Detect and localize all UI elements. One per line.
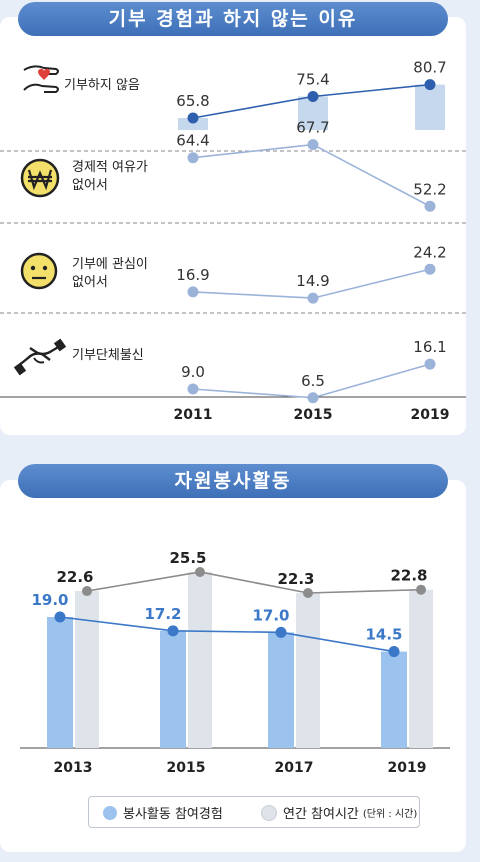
reasons-point <box>307 91 319 103</box>
hours-bar-2017 <box>296 593 320 748</box>
reasons-point <box>187 383 199 395</box>
reasons-point <box>424 79 436 91</box>
hours-value-label: 22.6 <box>56 568 93 586</box>
reasons-point <box>307 292 319 304</box>
reasons-value-label: 65.8 <box>176 92 209 110</box>
participation-point <box>167 625 179 637</box>
giving-reasons-panel <box>0 17 466 435</box>
hours-point <box>82 586 92 597</box>
reasons-point <box>187 286 199 298</box>
volunteer-year-label: 2019 <box>388 760 427 776</box>
participation-bar-2017 <box>268 632 294 748</box>
reasons-value-label: 9.0 <box>181 363 205 381</box>
reasons-bar-2019 <box>415 84 445 130</box>
handshake-icon-left-cuff <box>13 362 27 376</box>
reasons-value-label: 14.9 <box>296 272 329 290</box>
hours-value-label: 25.5 <box>169 549 206 567</box>
reasons-year-label: 2011 <box>174 407 213 423</box>
reasons-point <box>307 392 319 404</box>
hours-value-label: 22.3 <box>277 570 314 588</box>
handshake-icon-left-arm <box>17 352 51 367</box>
reasons-row-label: 없어서 <box>72 275 108 290</box>
won-coin-icon-symbol <box>27 169 53 191</box>
reasons-point <box>424 358 436 370</box>
legend-swatch-hours <box>261 804 277 821</box>
reasons-bar-2011 <box>178 118 208 130</box>
reasons-point <box>307 139 319 151</box>
reasons-point <box>187 152 199 164</box>
reasons-row-label: 기부에 관심이 <box>72 257 148 272</box>
participation-bar-2013 <box>47 617 73 748</box>
legend-label-participation: 봉사활동 참여경험 <box>123 807 223 822</box>
participation-line <box>59 616 395 653</box>
participation-value-label: 14.5 <box>365 626 402 644</box>
reasons-row-label: 기부단체불신 <box>72 348 144 363</box>
neutral-face-icon-left-eye <box>30 265 36 271</box>
participation-bar-2015 <box>160 630 186 748</box>
reasons-value-label: 24.2 <box>413 243 446 261</box>
handshake-icon-right-arm <box>29 344 61 356</box>
hours-bar-2013 <box>75 591 99 748</box>
participation-point <box>275 626 287 638</box>
reasons-point <box>187 112 199 124</box>
reasons-value-label: 16.9 <box>176 266 209 284</box>
participation-bar-2019 <box>381 651 407 748</box>
volunteer-year-label: 2017 <box>275 760 314 776</box>
reasons-value-label: 16.1 <box>413 338 446 356</box>
participation-value-label: 17.2 <box>144 605 181 623</box>
hours-line <box>86 571 422 594</box>
hours-value-label: 22.8 <box>390 567 427 585</box>
legend-swatch-participation <box>103 805 117 820</box>
won-coin-icon <box>20 158 60 198</box>
neutral-face-icon <box>20 252 58 290</box>
reasons-point <box>424 263 436 275</box>
participation-value-label: 19.0 <box>31 591 68 609</box>
reasons-row-label: 기부하지 않음 <box>64 78 140 93</box>
reasons-value-label: 64.4 <box>176 132 209 150</box>
neutral-face-icon-right-eye <box>42 265 48 271</box>
reasons-value-label: 52.2 <box>413 180 446 198</box>
volunteer-legend: 봉사활동 참여경험 연간 참여시간 (단위 : 시간) <box>88 796 420 828</box>
reasons-row-label: 없어서 <box>72 178 108 193</box>
giving-reasons-title: 기부 경험과 하지 않는 이유 <box>18 2 448 36</box>
reasons-bar-2015 <box>298 96 328 130</box>
reasons-row-label: 경제적 여유가 <box>72 160 148 175</box>
hand-heart-icon-lower-hand <box>23 83 59 93</box>
hours-bar-2019 <box>409 589 433 748</box>
volunteer-year-label: 2013 <box>54 760 93 776</box>
reasons-point <box>424 200 436 212</box>
handshake-icon-fingers <box>33 357 45 364</box>
volunteer-year-label: 2015 <box>167 760 206 776</box>
participation-point <box>54 611 66 623</box>
participation-point <box>388 646 400 658</box>
reasons-value-label: 67.7 <box>296 119 329 137</box>
reasons-line-row-1 <box>192 143 431 207</box>
reasons-year-label: 2019 <box>411 407 450 423</box>
legend-unit-note: (단위 : 시간) <box>362 809 418 820</box>
volunteer-title: 자원봉사활동 <box>18 464 448 498</box>
hours-point <box>195 567 205 577</box>
legend-label-hours: 연간 참여시간 <box>283 807 359 822</box>
reasons-value-label: 80.7 <box>413 59 446 77</box>
reasons-year-label: 2015 <box>294 407 333 423</box>
reasons-value-label: 6.5 <box>301 372 325 390</box>
hand-heart-icon-heart <box>38 68 50 80</box>
hand-heart-icon <box>23 65 59 93</box>
handshake-icon-right-cuff <box>53 338 67 352</box>
participation-value-label: 17.0 <box>252 606 289 624</box>
hours-point <box>303 588 313 598</box>
hand-heart-icon-upper-hand <box>23 65 59 75</box>
reasons-value-label: 75.4 <box>296 71 329 89</box>
hours-point <box>416 584 426 595</box>
handshake-icon <box>13 338 67 376</box>
neutral-face-icon-head <box>20 252 58 290</box>
hours-bar-2015 <box>188 572 212 748</box>
